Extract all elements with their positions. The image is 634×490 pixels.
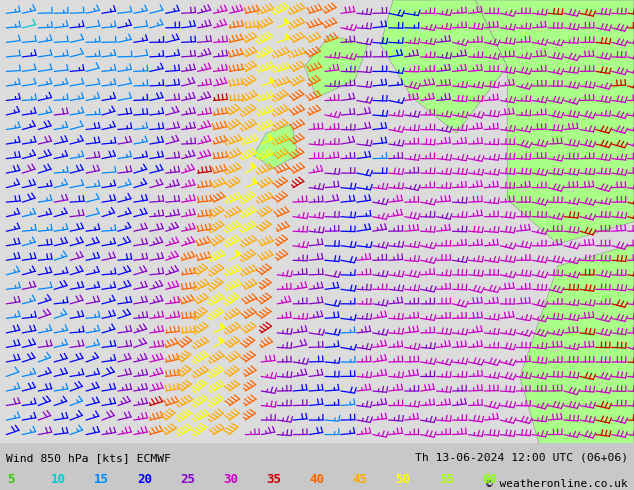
Text: 5: 5 — [8, 473, 15, 486]
Polygon shape — [269, 134, 273, 141]
Text: 25: 25 — [180, 473, 195, 486]
Polygon shape — [304, 35, 368, 98]
Text: 55: 55 — [439, 473, 454, 486]
Polygon shape — [286, 33, 290, 39]
Text: 35: 35 — [266, 473, 281, 486]
Text: 50: 50 — [396, 473, 411, 486]
Text: 20: 20 — [137, 473, 152, 486]
Text: © weatheronline.co.uk: © weatheronline.co.uk — [486, 479, 628, 489]
Polygon shape — [476, 0, 634, 244]
Polygon shape — [253, 178, 257, 184]
Polygon shape — [236, 250, 240, 256]
Polygon shape — [221, 323, 225, 329]
Text: 15: 15 — [94, 473, 109, 486]
Polygon shape — [380, 0, 507, 133]
Polygon shape — [285, 18, 289, 24]
Polygon shape — [219, 337, 224, 343]
Text: 30: 30 — [223, 473, 238, 486]
Polygon shape — [520, 244, 634, 443]
Text: 60: 60 — [482, 473, 497, 486]
Text: 10: 10 — [51, 473, 66, 486]
Polygon shape — [270, 77, 274, 83]
Text: Th 13-06-2024 12:00 UTC (06+06): Th 13-06-2024 12:00 UTC (06+06) — [415, 453, 628, 463]
Text: 45: 45 — [353, 473, 368, 486]
Polygon shape — [254, 124, 298, 169]
Text: Wind 850 hPa [kts] ECMWF: Wind 850 hPa [kts] ECMWF — [6, 453, 171, 463]
Text: 40: 40 — [309, 473, 325, 486]
Polygon shape — [251, 163, 256, 169]
